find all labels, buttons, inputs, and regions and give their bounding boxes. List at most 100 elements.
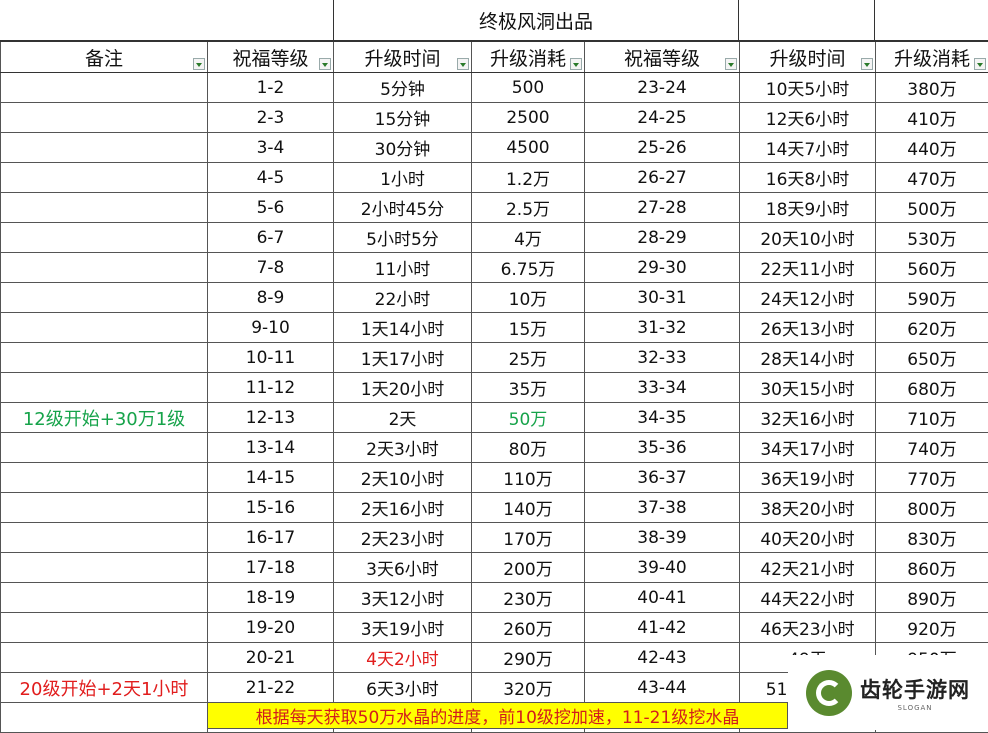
note-cell[interactable] bbox=[1, 223, 208, 253]
level-cell[interactable]: 16-17 bbox=[208, 523, 334, 553]
header-cost-1[interactable]: 升级消耗 bbox=[472, 41, 585, 73]
level-cell[interactable]: 26-27 bbox=[585, 163, 740, 193]
filter-dropdown-icon[interactable] bbox=[319, 58, 331, 70]
cost-cell[interactable]: 380万 bbox=[876, 73, 988, 103]
cost-cell[interactable]: 740万 bbox=[876, 433, 988, 463]
time-cell[interactable]: 22天11小时 bbox=[740, 253, 876, 283]
cost-cell[interactable]: 290万 bbox=[472, 643, 585, 673]
cost-cell[interactable]: 440万 bbox=[876, 133, 988, 163]
filter-dropdown-icon[interactable] bbox=[861, 58, 873, 70]
header-level-2[interactable]: 祝福等级 bbox=[585, 41, 740, 73]
cost-cell[interactable]: 860万 bbox=[876, 553, 988, 583]
level-cell[interactable]: 15-16 bbox=[208, 493, 334, 523]
cost-cell[interactable]: 25万 bbox=[472, 343, 585, 373]
time-cell[interactable]: 42天21小时 bbox=[740, 553, 876, 583]
cost-cell[interactable]: 80万 bbox=[472, 433, 585, 463]
level-cell[interactable]: 32-33 bbox=[585, 343, 740, 373]
level-cell[interactable]: 38-39 bbox=[585, 523, 740, 553]
time-cell[interactable]: 3天6小时 bbox=[334, 553, 472, 583]
note-cell[interactable] bbox=[1, 613, 208, 643]
level-cell[interactable]: 9-10 bbox=[208, 313, 334, 343]
time-cell[interactable]: 22小时 bbox=[334, 283, 472, 313]
level-cell[interactable]: 2-3 bbox=[208, 103, 334, 133]
level-cell[interactable]: 5-6 bbox=[208, 193, 334, 223]
note-cell[interactable] bbox=[1, 373, 208, 403]
cost-cell[interactable]: 2500 bbox=[472, 103, 585, 133]
note-cell[interactable] bbox=[1, 643, 208, 673]
time-cell[interactable]: 44天22小时 bbox=[740, 583, 876, 613]
cost-cell[interactable]: 200万 bbox=[472, 553, 585, 583]
time-cell[interactable]: 2天23小时 bbox=[334, 523, 472, 553]
time-cell[interactable]: 32天16小时 bbox=[740, 403, 876, 433]
note-cell[interactable] bbox=[1, 433, 208, 463]
time-cell[interactable]: 18天9小时 bbox=[740, 193, 876, 223]
level-cell[interactable]: 23-24 bbox=[585, 73, 740, 103]
level-cell[interactable]: 8-9 bbox=[208, 283, 334, 313]
level-cell[interactable]: 35-36 bbox=[585, 433, 740, 463]
level-cell[interactable]: 17-18 bbox=[208, 553, 334, 583]
header-cost-2[interactable]: 升级消耗 bbox=[876, 41, 988, 73]
time-cell[interactable]: 34天17小时 bbox=[740, 433, 876, 463]
time-cell[interactable]: 15分钟 bbox=[334, 103, 472, 133]
cost-cell[interactable]: 770万 bbox=[876, 463, 988, 493]
time-cell[interactable]: 2天16小时 bbox=[334, 493, 472, 523]
level-cell[interactable]: 18-19 bbox=[208, 583, 334, 613]
cost-cell[interactable]: 410万 bbox=[876, 103, 988, 133]
level-cell[interactable]: 27-28 bbox=[585, 193, 740, 223]
note-cell[interactable] bbox=[1, 283, 208, 313]
note-cell[interactable] bbox=[1, 253, 208, 283]
time-cell[interactable]: 5分钟 bbox=[334, 73, 472, 103]
time-cell[interactable]: 26天13小时 bbox=[740, 313, 876, 343]
cost-cell[interactable]: 500 bbox=[472, 73, 585, 103]
header-level-1[interactable]: 祝福等级 bbox=[208, 41, 334, 73]
cost-cell[interactable]: 560万 bbox=[876, 253, 988, 283]
time-cell[interactable]: 40天20小时 bbox=[740, 523, 876, 553]
level-cell[interactable]: 33-34 bbox=[585, 373, 740, 403]
filter-dropdown-icon[interactable] bbox=[725, 58, 737, 70]
cost-cell[interactable]: 650万 bbox=[876, 343, 988, 373]
level-cell[interactable]: 40-41 bbox=[585, 583, 740, 613]
time-cell[interactable]: 38天20小时 bbox=[740, 493, 876, 523]
note-cell[interactable] bbox=[1, 463, 208, 493]
time-cell[interactable]: 30分钟 bbox=[334, 133, 472, 163]
time-cell[interactable]: 3天12小时 bbox=[334, 583, 472, 613]
cost-cell[interactable]: 170万 bbox=[472, 523, 585, 553]
level-cell[interactable]: 30-31 bbox=[585, 283, 740, 313]
cost-cell[interactable]: 590万 bbox=[876, 283, 988, 313]
level-cell[interactable]: 39-40 bbox=[585, 553, 740, 583]
note-cell[interactable] bbox=[1, 703, 208, 733]
cost-cell[interactable]: 6.75万 bbox=[472, 253, 585, 283]
level-cell[interactable]: 4-5 bbox=[208, 163, 334, 193]
note-cell[interactable] bbox=[1, 493, 208, 523]
time-cell[interactable]: 12天6小时 bbox=[740, 103, 876, 133]
level-cell[interactable]: 21-22 bbox=[208, 673, 334, 703]
note-cell[interactable] bbox=[1, 73, 208, 103]
note-cell[interactable] bbox=[1, 523, 208, 553]
level-cell[interactable]: 34-35 bbox=[585, 403, 740, 433]
time-cell[interactable]: 2天10小时 bbox=[334, 463, 472, 493]
time-cell[interactable]: 4天2小时 bbox=[334, 643, 472, 673]
cost-cell[interactable]: 35万 bbox=[472, 373, 585, 403]
level-cell[interactable]: 13-14 bbox=[208, 433, 334, 463]
time-cell[interactable]: 5小时5分 bbox=[334, 223, 472, 253]
time-cell[interactable]: 20天10小时 bbox=[740, 223, 876, 253]
time-cell[interactable]: 1天17小时 bbox=[334, 343, 472, 373]
time-cell[interactable]: 1天14小时 bbox=[334, 313, 472, 343]
note-cell[interactable] bbox=[1, 313, 208, 343]
time-cell[interactable]: 2小时45分 bbox=[334, 193, 472, 223]
filter-dropdown-icon[interactable] bbox=[570, 58, 582, 70]
time-cell[interactable]: 11小时 bbox=[334, 253, 472, 283]
filter-dropdown-icon[interactable] bbox=[457, 58, 469, 70]
header-time-2[interactable]: 升级时间 bbox=[740, 41, 876, 73]
level-cell[interactable]: 42-43 bbox=[585, 643, 740, 673]
level-cell[interactable]: 14-15 bbox=[208, 463, 334, 493]
level-cell[interactable]: 41-42 bbox=[585, 613, 740, 643]
time-cell[interactable]: 10天5小时 bbox=[740, 73, 876, 103]
cost-cell[interactable]: 50万 bbox=[472, 403, 585, 433]
note-cell[interactable] bbox=[1, 583, 208, 613]
cost-cell[interactable]: 320万 bbox=[472, 673, 585, 703]
level-cell[interactable]: 12-13 bbox=[208, 403, 334, 433]
note-cell[interactable] bbox=[1, 343, 208, 373]
time-cell[interactable]: 2天3小时 bbox=[334, 433, 472, 463]
level-cell[interactable]: 31-32 bbox=[585, 313, 740, 343]
